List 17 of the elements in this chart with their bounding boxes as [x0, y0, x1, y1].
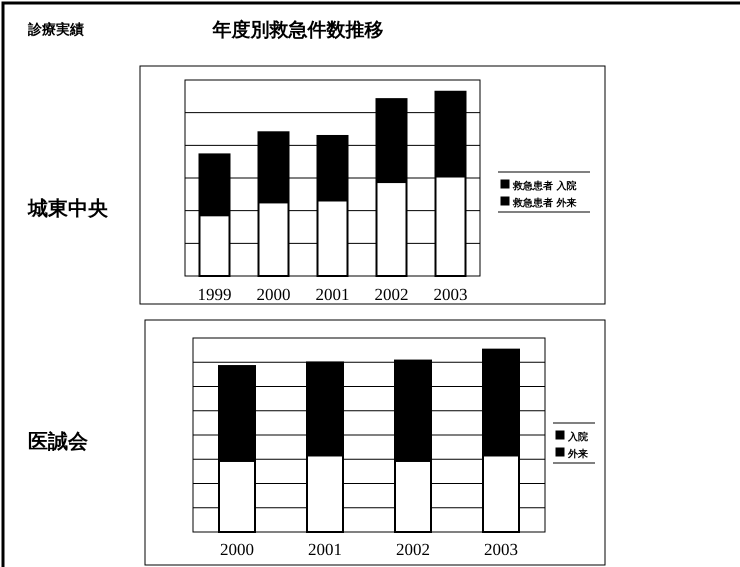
x-tick-label: 2002: [374, 285, 408, 304]
legend-label: 救急患者 入院: [512, 180, 576, 192]
text: 医誠会: [28, 429, 89, 453]
x-tick-label: 2000: [256, 285, 290, 304]
text: 城東中央: [27, 196, 109, 220]
x-tick-label: 2003: [434, 285, 468, 304]
legend-label: 入院: [567, 431, 588, 443]
legend-label: 外来: [567, 448, 588, 460]
x-tick-label: 2003: [484, 540, 518, 559]
x-tick-label: 1999: [198, 285, 232, 304]
x-tick-label: 2000: [220, 540, 254, 559]
chart-title: 年度別救急件数推移: [212, 19, 384, 41]
text: 診療実績: [27, 21, 84, 38]
x-tick-label: 2001: [316, 285, 350, 304]
x-tick-label: 2001: [308, 540, 342, 559]
legend-label: 救急患者 外来: [512, 197, 576, 209]
x-tick-label: 2002: [396, 540, 430, 559]
